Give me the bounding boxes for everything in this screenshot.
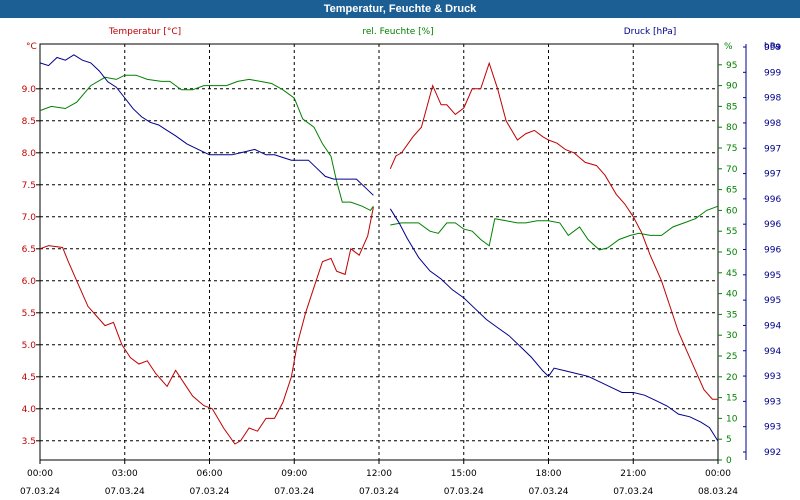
date-tick-label: 07.03.24 bbox=[359, 487, 399, 497]
time-tick-label: 18:00 bbox=[536, 469, 562, 479]
temperature-tick-label: 5.5 bbox=[22, 309, 36, 319]
humidity-tick-label: 30 bbox=[726, 331, 738, 341]
pressure-axis: 992 993 993 993 994 994 995 995 996 996 996 997 997 9… bbox=[743, 43, 781, 460]
humidity-tick-label: 10 bbox=[726, 414, 738, 424]
time-tick-label: 09:00 bbox=[281, 469, 307, 479]
date-tick-label: 08.03.24 bbox=[698, 487, 738, 497]
humidity-tick-label: 40 bbox=[726, 290, 738, 300]
time-tick-label: 21:00 bbox=[620, 469, 646, 479]
humidity-axis: 0 5 10 15 20 25 30 35 40 45 50 55 60 65 70 75 80 85 90 95 bbox=[718, 61, 738, 466]
pressure-tick-label: 992 bbox=[764, 448, 781, 458]
date-tick-label: 07.03.24 bbox=[444, 487, 484, 497]
chart-title: Temperatur, Feuchte & Druck bbox=[0, 0, 800, 18]
pressure-tick-label: 997 bbox=[764, 144, 781, 154]
temperature-tick-label: 6.5 bbox=[22, 245, 36, 255]
humidity-tick-label: 35 bbox=[726, 310, 737, 320]
pressure-series-line bbox=[389, 208, 719, 442]
humidity-tick-label: 20 bbox=[726, 373, 738, 383]
date-tick-label: 07.03.24 bbox=[613, 487, 653, 497]
pressure-axis-label: Druck [hPa] bbox=[624, 27, 677, 37]
pressure-tick-label: 997 bbox=[764, 170, 781, 180]
humidity-tick-label: 85 bbox=[726, 102, 737, 112]
pressure-tick-label: 993 bbox=[764, 423, 781, 433]
pressure-tick-label: 996 bbox=[764, 195, 781, 205]
time-tick-label: 03:00 bbox=[112, 469, 138, 479]
temperature-tick-label: 3.5 bbox=[22, 437, 36, 447]
time-tick-label: 12:00 bbox=[366, 469, 392, 479]
humidity-tick-label: 50 bbox=[726, 248, 738, 258]
humidity-tick-label: 25 bbox=[726, 352, 737, 362]
temperature-tick-label: 5.0 bbox=[22, 341, 37, 351]
humidity-tick-label: 15 bbox=[726, 394, 737, 404]
pressure-tick-label: 994 bbox=[764, 347, 781, 357]
temperature-unit: °C bbox=[26, 42, 37, 52]
temperature-tick-label: 8.5 bbox=[22, 117, 36, 127]
humidity-tick-label: 5 bbox=[726, 435, 732, 445]
date-tick-label: 07.03.24 bbox=[528, 487, 568, 497]
humidity-series-line bbox=[390, 205, 719, 251]
humidity-tick-label: 95 bbox=[726, 61, 737, 71]
temperature-tick-label: 4.5 bbox=[22, 373, 36, 383]
pressure-tick-label: 995 bbox=[764, 296, 781, 306]
date-tick-label: 07.03.24 bbox=[20, 487, 60, 497]
temperature-tick-label: 6.0 bbox=[22, 277, 37, 287]
temperature-tick-label: 9.0 bbox=[22, 85, 37, 95]
humidity-tick-label: 75 bbox=[726, 144, 737, 154]
pressure-unit: hPa bbox=[764, 42, 780, 52]
humidity-tick-label: 70 bbox=[726, 165, 738, 175]
date-tick-label: 07.03.24 bbox=[105, 487, 145, 497]
time-axis: 00:00 07.03.24 03:00 07.03.24 06:00 07.03.24 0… bbox=[20, 460, 738, 497]
pressure-tick-label: 999 bbox=[764, 68, 781, 78]
temperature-series-line bbox=[389, 61, 718, 400]
chart-canvas: 3.5 4.0 4.5 5.0 5.5 6.0 6.5 7.0 7.5 8.0 8.5 9.0 0 5 1… bbox=[20, 27, 781, 497]
temperature-axis: 3.5 4.0 4.5 5.0 5.5 6.0 6.5 7.0 7.5 8.0 8.5 9.0 bbox=[22, 85, 40, 447]
pressure-tick-label: 996 bbox=[764, 220, 781, 230]
date-tick-label: 07.03.24 bbox=[274, 487, 314, 497]
pressure-tick-label: 999 bbox=[764, 43, 781, 53]
humidity-tick-label: 45 bbox=[726, 269, 737, 279]
temperature-tick-label: 8.0 bbox=[22, 149, 37, 159]
humidity-tick-label: 80 bbox=[726, 123, 738, 133]
humidity-tick-label: 90 bbox=[726, 82, 738, 92]
time-tick-label: 00:00 bbox=[705, 469, 731, 479]
temperature-axis-label: Temperatur [°C] bbox=[108, 27, 181, 37]
humidity-series-line bbox=[39, 74, 374, 212]
humidity-tick-label: 55 bbox=[726, 227, 737, 237]
pressure-tick-label: 994 bbox=[764, 321, 781, 331]
series-group bbox=[39, 54, 719, 445]
pressure-series-line bbox=[39, 54, 374, 196]
temperature-tick-label: 7.0 bbox=[22, 213, 37, 223]
time-tick-label: 00:00 bbox=[27, 469, 53, 479]
humidity-unit: % bbox=[724, 42, 733, 52]
humidity-tick-label: 0 bbox=[726, 456, 732, 466]
grid-lines bbox=[40, 44, 718, 460]
humidity-tick-label: 65 bbox=[726, 186, 737, 196]
time-tick-label: 15:00 bbox=[451, 469, 477, 479]
temperature-tick-label: 4.0 bbox=[22, 405, 37, 415]
pressure-tick-label: 993 bbox=[764, 397, 781, 407]
humidity-axis-label: rel. Feuchte [%] bbox=[362, 27, 433, 37]
temperature-series-line bbox=[39, 207, 374, 445]
date-tick-label: 07.03.24 bbox=[189, 487, 229, 497]
pressure-tick-label: 993 bbox=[764, 372, 781, 382]
pressure-tick-label: 998 bbox=[764, 119, 781, 129]
pressure-tick-label: 996 bbox=[764, 246, 781, 256]
time-tick-label: 06:00 bbox=[197, 469, 223, 479]
temperature-tick-label: 7.5 bbox=[22, 181, 36, 191]
humidity-tick-label: 60 bbox=[726, 206, 738, 216]
pressure-tick-label: 998 bbox=[764, 94, 781, 104]
pressure-tick-label: 995 bbox=[764, 271, 781, 281]
